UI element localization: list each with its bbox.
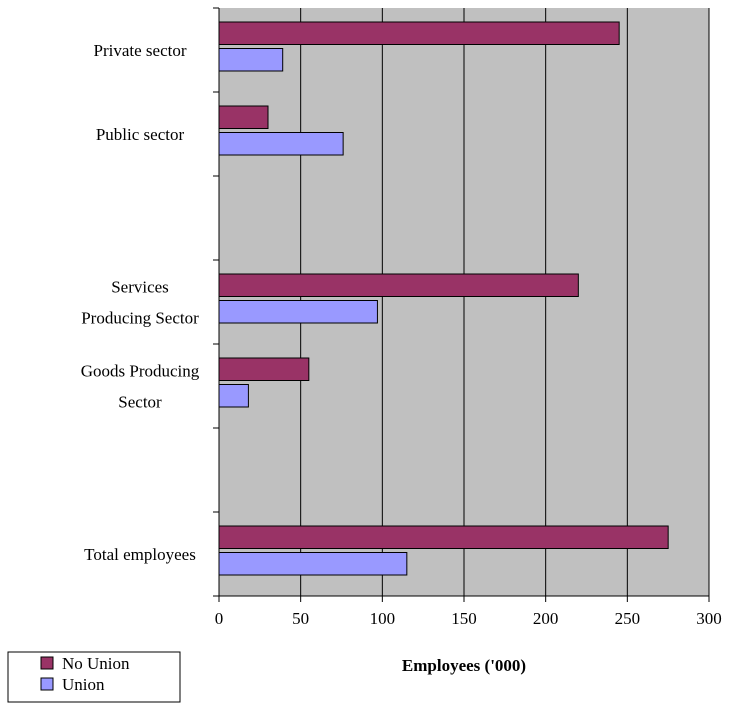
x-axis-title: Employees ('000)	[402, 656, 526, 675]
legend-label-no-union: No Union	[62, 654, 130, 673]
tick-labels: 0 50 100 150 200 250 300	[215, 609, 722, 628]
legend: No Union Union	[7, 651, 181, 703]
gridlines	[300, 8, 710, 596]
bar-union	[218, 48, 284, 72]
x-tick-label: 150	[451, 609, 477, 628]
category-label: Public sector	[96, 125, 185, 144]
bar-no-union	[218, 105, 269, 129]
legend-label-union: Union	[62, 675, 105, 694]
category-label: Producing Sector	[81, 309, 199, 328]
x-tick-label: 100	[370, 609, 396, 628]
bar-no-union	[218, 525, 669, 549]
legend-swatch-union	[40, 677, 54, 691]
bar-union	[218, 384, 249, 408]
x-tick-label: 250	[615, 609, 641, 628]
legend-swatch-no-union	[40, 656, 54, 670]
category-label: Total employees	[84, 545, 196, 564]
x-tick-label: 0	[215, 609, 224, 628]
bar-no-union	[218, 21, 620, 45]
x-tick-label: 300	[696, 609, 722, 628]
bar-no-union	[218, 273, 579, 297]
category-label: Private sector	[94, 41, 187, 60]
category-label: Sector	[118, 393, 162, 412]
x-tick-label: 200	[533, 609, 559, 628]
x-tick-label: 50	[292, 609, 309, 628]
category-labels: Private sector Public sector Services Produ…	[81, 41, 200, 564]
axes	[213, 7, 710, 602]
bar-union	[218, 552, 408, 576]
category-label: Services	[111, 278, 169, 297]
bar-union	[218, 300, 378, 324]
category-label: Goods Producing	[81, 362, 200, 381]
bar-union	[218, 132, 344, 156]
bar-no-union	[218, 357, 310, 381]
legend-box	[7, 651, 181, 703]
